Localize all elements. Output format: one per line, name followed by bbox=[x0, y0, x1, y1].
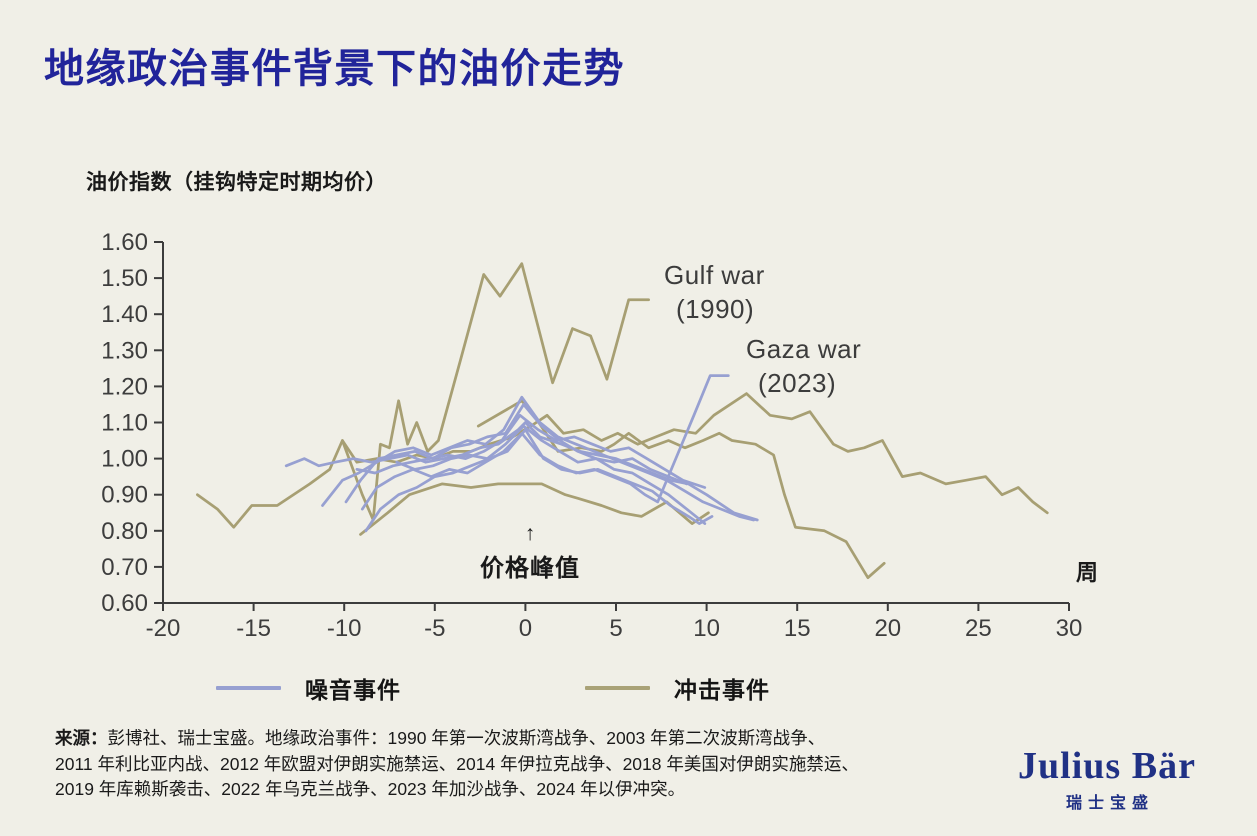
y-tick-label: 1.00 bbox=[101, 446, 148, 473]
x-axis-unit-label: 周 bbox=[1076, 560, 1099, 585]
x-tick-label: 0 bbox=[519, 615, 532, 642]
gaza-war-annotation-line1: Gaza war bbox=[746, 334, 862, 364]
series-gulf-war-1990 bbox=[341, 262, 650, 522]
x-tick-label: 20 bbox=[874, 615, 901, 642]
legend-label-shock: 冲击事件 bbox=[674, 677, 770, 703]
y-tick-label: 1.20 bbox=[101, 373, 148, 400]
y-tick-label: 1.60 bbox=[101, 229, 148, 256]
y-axis-title: 油价指数（挂钩特定时期均价） bbox=[86, 171, 387, 194]
legend-item-shock: 冲击事件 bbox=[585, 671, 770, 705]
series-noise-6 bbox=[344, 403, 689, 504]
y-tick-label: 0.70 bbox=[101, 554, 148, 581]
source-line-1: 来源：彭博社、瑞士宝盛。地缘政治事件：1990 年第一次波斯湾战争、2003 年… bbox=[55, 726, 935, 752]
source-prefix: 来源： bbox=[55, 728, 108, 748]
x-tick-label: 15 bbox=[784, 615, 811, 642]
up-arrow-icon: ↑ bbox=[524, 522, 536, 545]
y-tick-label: 0.90 bbox=[101, 482, 148, 509]
price-peak-label: 价格峰值 bbox=[480, 555, 580, 582]
series-shock-2 bbox=[196, 392, 1049, 529]
gaza-war-annotation: Gaza war (2023) bbox=[746, 332, 861, 400]
series-noise-4 bbox=[355, 413, 707, 489]
x-tick-label: -10 bbox=[327, 615, 362, 642]
x-tick-label: -20 bbox=[146, 615, 181, 642]
gaza-war-annotation-line2: (2023) bbox=[758, 368, 837, 398]
y-tick-label: 0.60 bbox=[101, 590, 148, 617]
x-tick-label: -5 bbox=[424, 615, 445, 642]
gulf-war-annotation-line2: (1990) bbox=[676, 294, 755, 324]
legend-item-noise: 噪音事件 bbox=[216, 671, 401, 705]
y-tick-label: 0.80 bbox=[101, 518, 148, 545]
series-noise-1 bbox=[284, 421, 759, 522]
y-tick-label: 1.10 bbox=[101, 410, 148, 437]
noise-line-swatch bbox=[216, 686, 281, 690]
y-tick-label: 1.40 bbox=[101, 301, 148, 328]
source-line-3: 2019 年库赖斯袭击、2022 年乌克兰战争、2023 年加沙战争、2024 … bbox=[55, 779, 686, 799]
julius-baer-logo: Julius Bär 瑞士宝盛 bbox=[1016, 746, 1198, 813]
source-line-1-text: 彭博社、瑞士宝盛。地缘政治事件：1990 年第一次波斯湾战争、2003 年第二次… bbox=[107, 728, 826, 748]
series-shock-4 bbox=[476, 399, 886, 580]
y-tick-label: 1.50 bbox=[101, 265, 148, 292]
logo-chinese-name: 瑞士宝盛 bbox=[1065, 795, 1154, 812]
x-tick-label: 30 bbox=[1056, 615, 1083, 642]
y-tick-label: 1.30 bbox=[101, 337, 148, 364]
x-tick-label: 10 bbox=[693, 615, 720, 642]
source-note: 来源：彭博社、瑞士宝盛。地缘政治事件：1990 年第一次波斯湾战争、2003 年… bbox=[55, 726, 935, 803]
source-line-2: 2011 年利比亚内战、2012 年欧盟对伊朗实施禁运、2014 年伊拉克战争、… bbox=[55, 753, 859, 774]
price-peak-annotation: ↑ 价格峰值 bbox=[460, 522, 600, 583]
x-tick-label: -15 bbox=[236, 615, 271, 642]
x-tick-label: 5 bbox=[609, 615, 622, 642]
logo-wordmark: Julius Bär bbox=[1018, 745, 1196, 787]
page-title: 地缘政治事件背景下的油价走势 bbox=[44, 47, 625, 91]
axis-lines bbox=[162, 242, 1069, 604]
gulf-war-annotation-line1: Gulf war bbox=[664, 260, 765, 290]
legend-label-noise: 噪音事件 bbox=[305, 677, 401, 703]
shock-line-swatch bbox=[585, 686, 650, 690]
gulf-war-annotation: Gulf war (1990) bbox=[664, 258, 765, 326]
series-shock-3 bbox=[359, 482, 710, 536]
series-noise-5 bbox=[395, 424, 707, 525]
x-tick-label: 25 bbox=[965, 615, 992, 642]
series-gaza-war-2023 bbox=[360, 374, 730, 511]
